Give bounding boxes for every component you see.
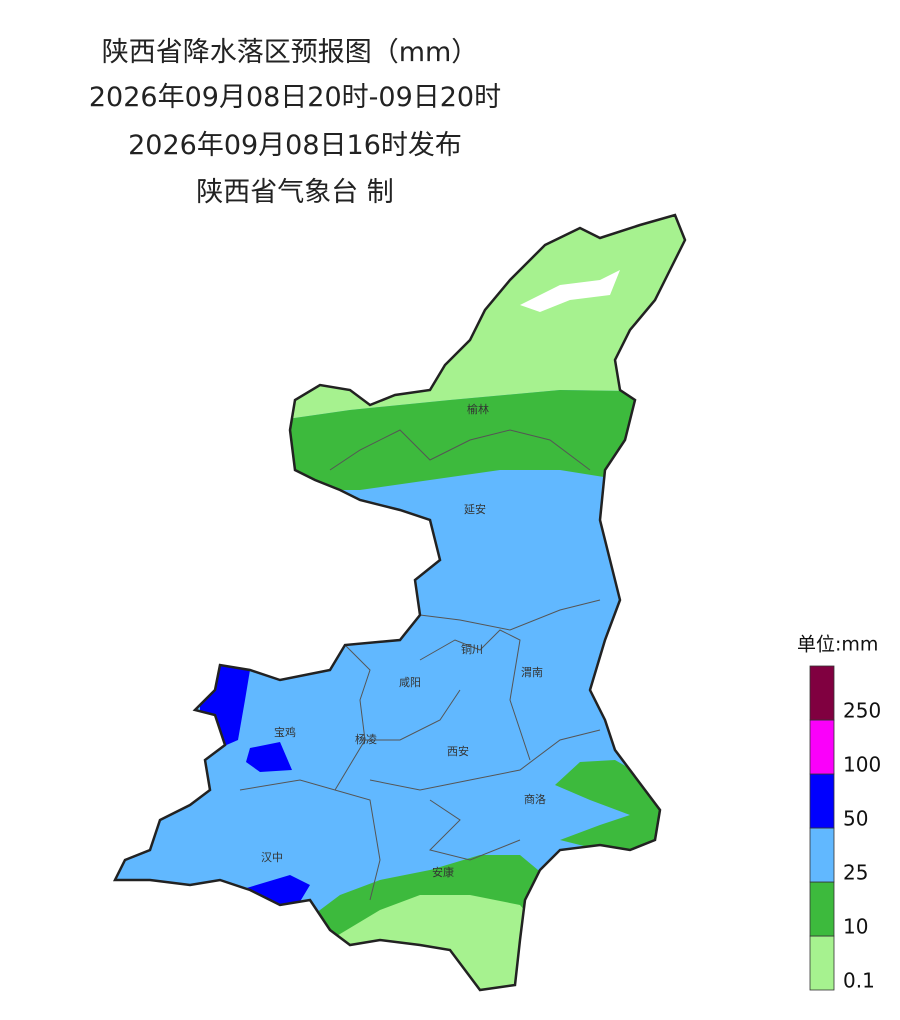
legend-label: 100	[843, 753, 881, 777]
map-title: 陕西省降水落区预报图（mm）	[101, 37, 479, 68]
issue-time: 2026年09月08日16时发布	[128, 130, 462, 161]
city-label: 铜川	[461, 642, 483, 656]
city-label: 杨凌	[355, 732, 377, 746]
legend-swatch	[809, 665, 835, 721]
city-label: 榆林	[467, 402, 489, 416]
legend-label: 25	[843, 861, 868, 885]
legend-label: 250	[843, 699, 881, 723]
forecast-period: 2026年09月08日20时-09日20时	[88, 82, 502, 113]
legend-label: 0.1	[843, 969, 875, 993]
city-label: 渭南	[521, 666, 543, 679]
legend-swatch	[809, 935, 835, 991]
city-label: 宝鸡	[274, 725, 296, 739]
legend-swatch	[809, 881, 835, 937]
legend-unit: 单位:mm	[797, 634, 878, 656]
legend-label: 50	[843, 807, 868, 831]
county-borders	[239, 429, 601, 901]
city-label: 汉中	[261, 851, 283, 864]
city-label: 延安	[464, 502, 486, 516]
legend-swatch	[809, 719, 835, 775]
legend-swatch	[809, 773, 835, 829]
legend-swatch	[809, 827, 835, 883]
city-label: 商洛	[524, 792, 546, 806]
city-label: 西安	[447, 744, 469, 758]
city-label: 安康	[432, 865, 454, 879]
legend-label: 10	[843, 915, 868, 939]
producer: 陕西省气象台 制	[196, 177, 394, 208]
city-label: 咸阳	[399, 676, 421, 689]
